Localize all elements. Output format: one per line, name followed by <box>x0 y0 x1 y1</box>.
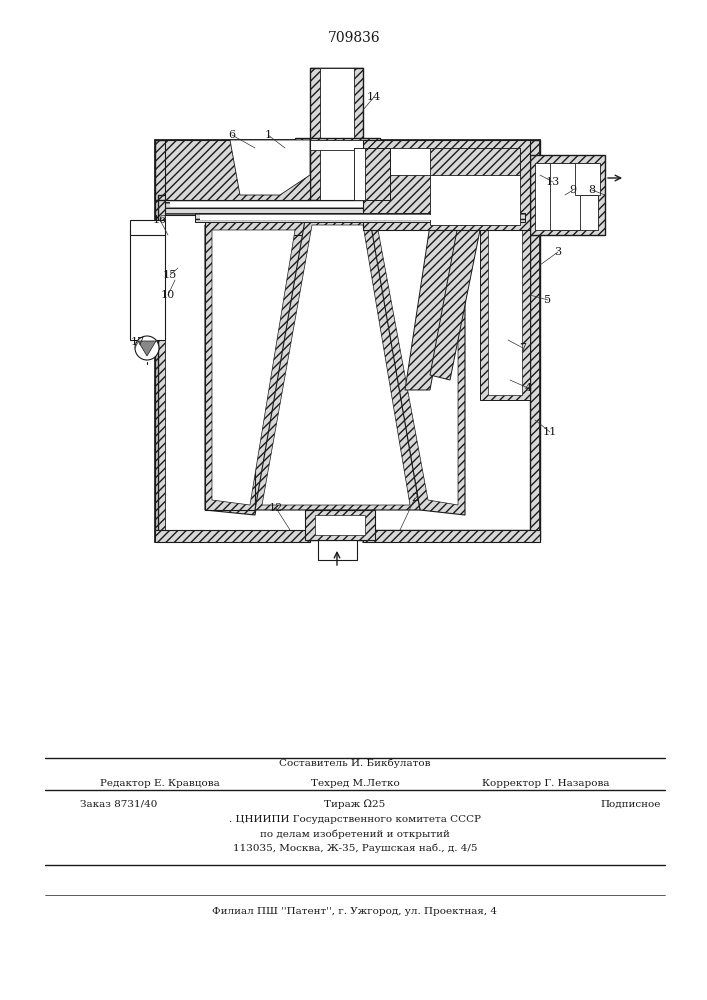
Polygon shape <box>310 68 363 200</box>
Text: . ЦНИИПИ Государственного комитета СССР: . ЦНИИПИ Государственного комитета СССР <box>229 816 481 824</box>
Text: Техред М.Летко: Техред М.Летко <box>310 778 399 788</box>
Polygon shape <box>130 230 165 340</box>
Text: 709836: 709836 <box>327 31 380 45</box>
Polygon shape <box>354 148 390 200</box>
Text: 6: 6 <box>228 130 235 140</box>
Text: 13: 13 <box>546 177 560 187</box>
Text: 1: 1 <box>264 130 271 140</box>
Text: 10: 10 <box>161 290 175 300</box>
Text: 15: 15 <box>163 270 177 280</box>
Polygon shape <box>363 200 530 530</box>
Polygon shape <box>138 341 156 356</box>
Text: Составитель И. Бикбулатов: Составитель И. Бикбулатов <box>279 758 431 768</box>
Polygon shape <box>230 140 310 195</box>
Polygon shape <box>300 140 375 150</box>
Polygon shape <box>363 530 540 542</box>
Text: 14: 14 <box>367 92 381 102</box>
Text: Редактор Е. Кравцова: Редактор Е. Кравцова <box>100 778 220 788</box>
Text: Корректор Г. Назарова: Корректор Г. Назарова <box>482 778 610 788</box>
Polygon shape <box>305 510 375 540</box>
Circle shape <box>135 336 159 360</box>
Text: по делам изобретений и открытий: по делам изобретений и открытий <box>260 829 450 839</box>
Text: 4: 4 <box>525 383 532 393</box>
Polygon shape <box>212 230 295 505</box>
Text: 113035, Москва, Ж-35, Раушская наб., д. 4/5: 113035, Москва, Ж-35, Раушская наб., д. … <box>233 843 477 853</box>
Polygon shape <box>195 213 525 222</box>
Polygon shape <box>535 163 598 230</box>
Text: 12: 12 <box>269 503 283 513</box>
Polygon shape <box>380 230 540 540</box>
Polygon shape <box>165 200 530 215</box>
Polygon shape <box>430 148 520 175</box>
Text: 11: 11 <box>543 427 557 437</box>
Text: 7: 7 <box>520 343 527 353</box>
Polygon shape <box>262 225 410 505</box>
Polygon shape <box>295 138 380 148</box>
Polygon shape <box>430 225 480 380</box>
Polygon shape <box>320 68 354 200</box>
Polygon shape <box>480 225 530 400</box>
Polygon shape <box>370 225 465 515</box>
Text: Подписное: Подписное <box>600 800 660 808</box>
Text: Филиал ПШ ''Патент'', г. Ужгород, ул. Проектная, 4: Филиал ПШ ''Патент'', г. Ужгород, ул. Пр… <box>213 906 498 916</box>
Polygon shape <box>155 530 310 542</box>
Polygon shape <box>205 220 305 510</box>
Text: 17: 17 <box>131 337 145 347</box>
Polygon shape <box>363 140 530 230</box>
Polygon shape <box>200 215 520 220</box>
Polygon shape <box>255 220 420 510</box>
Polygon shape <box>354 148 365 200</box>
Polygon shape <box>155 140 380 540</box>
Polygon shape <box>488 230 522 395</box>
Polygon shape <box>130 220 165 235</box>
Polygon shape <box>405 225 460 390</box>
Polygon shape <box>315 515 365 535</box>
Polygon shape <box>318 540 357 560</box>
Text: 3: 3 <box>554 247 561 257</box>
Polygon shape <box>165 140 310 200</box>
Text: Тираж Ω25: Тираж Ω25 <box>325 799 385 809</box>
Polygon shape <box>550 163 598 230</box>
Polygon shape <box>205 225 305 515</box>
Text: 9: 9 <box>569 185 577 195</box>
Polygon shape <box>378 230 458 505</box>
Text: 8: 8 <box>588 185 595 195</box>
Text: 2: 2 <box>411 493 419 503</box>
Polygon shape <box>530 155 605 235</box>
Polygon shape <box>155 140 540 200</box>
Text: 5: 5 <box>544 295 551 305</box>
Polygon shape <box>390 148 520 225</box>
Text: Заказ 8731/40: Заказ 8731/40 <box>80 800 158 808</box>
Text: 16: 16 <box>153 215 167 225</box>
Polygon shape <box>575 163 600 195</box>
Polygon shape <box>170 202 525 207</box>
Polygon shape <box>165 200 305 530</box>
